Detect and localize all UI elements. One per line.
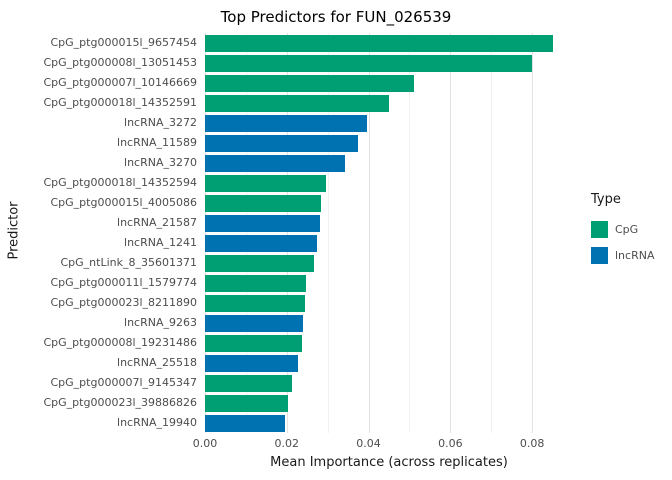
bar — [205, 234, 318, 252]
y-axis-label: CpG_ptg000007l_9145347 — [50, 376, 197, 389]
bar — [205, 294, 305, 312]
bar — [205, 74, 414, 92]
y-axis-label: CpG_ptg000023l_39886826 — [43, 396, 197, 409]
legend-item-lncRNA: lncRNA — [591, 242, 654, 268]
y-axis-label: CpG_ptg000018l_14352591 — [43, 96, 197, 109]
y-axis-label: lncRNA_3272 — [124, 116, 197, 129]
x-tick-label: 0.02 — [274, 437, 300, 450]
y-axis-label: CpG_ptg000015l_4005086 — [50, 196, 197, 209]
bar — [205, 114, 367, 132]
y-axis-label: lncRNA_19940 — [117, 416, 197, 429]
y-axis-label: lncRNA_3270 — [124, 156, 197, 169]
gridline-major — [205, 33, 206, 433]
legend-item-CpG: CpG — [591, 216, 654, 242]
bar — [205, 314, 304, 332]
bar — [205, 354, 298, 372]
y-axis-label: CpG_ptg000018l_14352594 — [43, 176, 197, 189]
chart-title: Top Predictors for FUN_026539 — [220, 8, 452, 26]
legend-label: CpG — [615, 222, 639, 236]
x-tick-label: 0.04 — [356, 437, 381, 450]
x-axis-title: Mean Importance (across replicates) — [270, 455, 508, 470]
legend-title: Type — [591, 192, 621, 207]
x-tick-label: 0.00 — [192, 437, 218, 450]
bar — [205, 34, 553, 52]
y-axis-labels: CpG_ptg000015l_9657454 CpG_ptg000008l_130… — [0, 33, 197, 433]
legend-items: CpG lncRNA — [591, 216, 654, 268]
y-axis-label: lncRNA_11589 — [117, 136, 197, 149]
bar — [205, 274, 306, 292]
y-axis-label: CpG_ptg000023l_8211890 — [50, 296, 197, 309]
y-axis-label: CpG_ptg000015l_9657454 — [50, 36, 197, 49]
legend-swatch-lncRNA — [591, 246, 608, 264]
bar — [205, 374, 292, 392]
bar — [205, 154, 346, 172]
y-axis-label: CpG_ptg000008l_19231486 — [43, 336, 197, 349]
y-axis-label: CpG_ntLink_8_35601371 — [60, 256, 198, 269]
gridline-minor — [491, 33, 493, 433]
x-tick-label: 0.06 — [438, 437, 463, 450]
gridline-minor — [409, 33, 411, 433]
y-axis-label: CpG_ptg000007l_10146669 — [43, 76, 197, 89]
bar — [205, 194, 322, 212]
y-axis-label: lncRNA_21587 — [117, 216, 197, 229]
bar — [205, 414, 285, 432]
bar — [205, 394, 288, 412]
legend-swatch-CpG — [591, 220, 608, 238]
bar — [205, 134, 359, 152]
x-tick-label: 0.08 — [519, 437, 545, 450]
gridline-major — [286, 33, 288, 433]
y-axis-label: CpG_ptg000011l_1579774 — [50, 276, 197, 289]
gridline-minor — [245, 33, 247, 433]
bar — [205, 214, 320, 232]
bar — [205, 174, 327, 192]
legend: Type CpG lncRNA — [591, 192, 654, 268]
bar — [205, 334, 302, 352]
gridline-major — [450, 33, 452, 433]
x-axis-tick-labels: 0.00 0.02 0.04 0.06 0.08 — [193, 437, 573, 451]
y-axis-label: lncRNA_9263 — [124, 316, 197, 329]
bar — [205, 94, 389, 112]
bar — [205, 54, 533, 72]
gridline-major — [368, 33, 370, 433]
legend-label: lncRNA — [615, 248, 655, 262]
y-axis-label: lncRNA_25518 — [117, 356, 197, 369]
bar — [205, 254, 315, 272]
plot-panel — [205, 33, 573, 433]
y-axis-label: lncRNA_1241 — [124, 236, 197, 249]
y-axis-label: CpG_ptg000008l_13051453 — [43, 56, 197, 69]
gridline-minor — [327, 33, 329, 433]
gridline-major — [532, 33, 534, 433]
